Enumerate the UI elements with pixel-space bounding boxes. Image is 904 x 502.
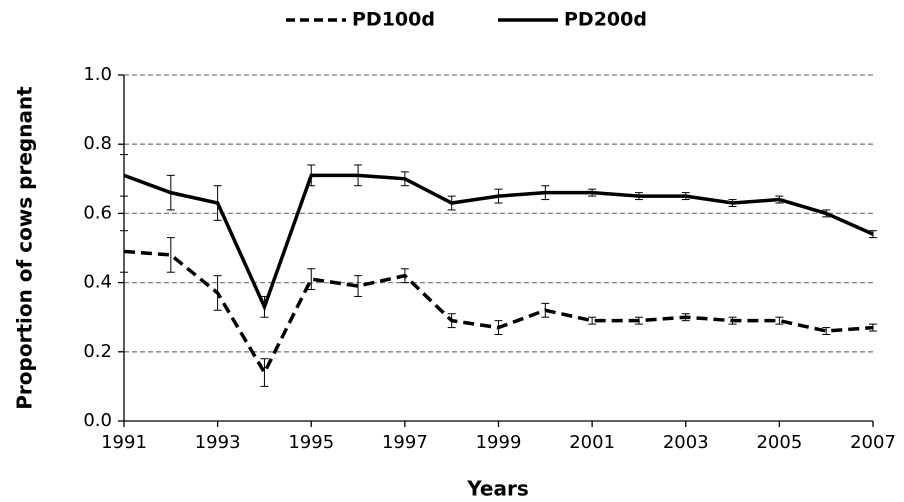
error-bar [775,316,784,325]
error-bar [588,316,597,325]
y-axis-title: Proportion of cows pregnant [13,86,37,410]
error-bar [822,327,831,335]
y-tick-label: 0.8 [83,133,112,154]
series-line [123,249,874,377]
error-bar [260,358,269,387]
x-tick-label: 2005 [756,432,802,453]
y-tick-label: 1.0 [83,64,112,85]
x-tick-label: 1993 [195,432,241,453]
x-tick-label: 2007 [850,432,896,453]
legend-text: PD100d [352,9,435,31]
x-tick-label: 1999 [476,432,522,453]
x-tick-label: 2001 [569,432,615,453]
x-tick-label: 1991 [101,432,147,453]
legend-text: PD200d [564,9,647,31]
y-tick-label: 0.4 [83,272,112,293]
x-tick-label: 1997 [382,432,428,453]
series-line [123,173,874,312]
x-tick-label: 2003 [663,432,709,453]
y-tick-label: 0.6 [83,202,112,223]
y-tick-label: 0.0 [83,410,112,431]
error-bar [166,237,175,273]
x-tick-label: 1995 [288,432,334,453]
y-tick-label: 0.2 [83,341,112,362]
x-axis-title: Years [466,477,528,501]
error-bar [307,268,316,291]
error-bar [120,230,128,273]
error-bar [354,275,363,297]
